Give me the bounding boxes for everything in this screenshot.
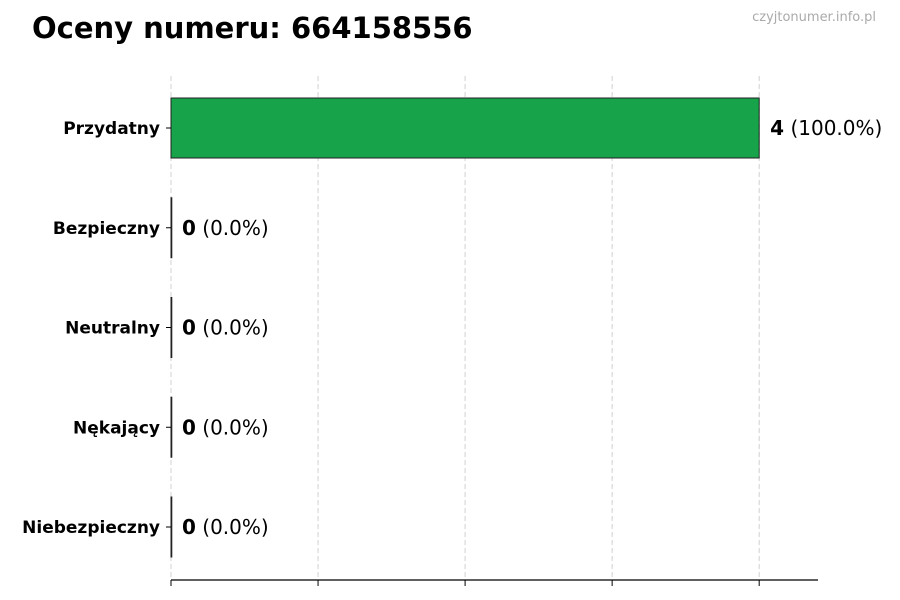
- category-label: Przydatny: [63, 119, 160, 139]
- category-label: Niebezpieczny: [22, 518, 160, 538]
- category-label: Nękający: [73, 418, 160, 438]
- category-label: Bezpieczny: [53, 219, 160, 239]
- bar-niebezpieczny: [170, 496, 173, 558]
- chart-title: Oceny numeru: 664158556: [32, 11, 473, 45]
- value-label: 0 (0.0%): [182, 515, 269, 539]
- bar-nękający: [170, 396, 173, 458]
- value-percent: (0.0%): [196, 415, 269, 439]
- value-label: 0 (0.0%): [182, 316, 269, 340]
- bar-bezpieczny: [170, 197, 173, 259]
- value-label: 0 (0.0%): [182, 216, 269, 240]
- value-percent: (0.0%): [196, 316, 269, 340]
- value-label: 0 (0.0%): [182, 415, 269, 439]
- value-percent: (100.0%): [784, 116, 882, 140]
- bar-przydatny: [170, 97, 760, 159]
- value-count: 0: [182, 316, 196, 340]
- bar-neutralny: [170, 297, 173, 358]
- value-count: 4: [770, 116, 784, 140]
- watermark: czyjtonumer.info.pl: [752, 10, 876, 25]
- value-count: 0: [182, 216, 196, 240]
- value-count: 0: [182, 415, 196, 439]
- value-percent: (0.0%): [196, 216, 269, 240]
- value-count: 0: [182, 515, 196, 539]
- value-label: 4 (100.0%): [770, 116, 882, 140]
- value-percent: (0.0%): [196, 515, 269, 539]
- category-label: Neutralny: [65, 319, 160, 339]
